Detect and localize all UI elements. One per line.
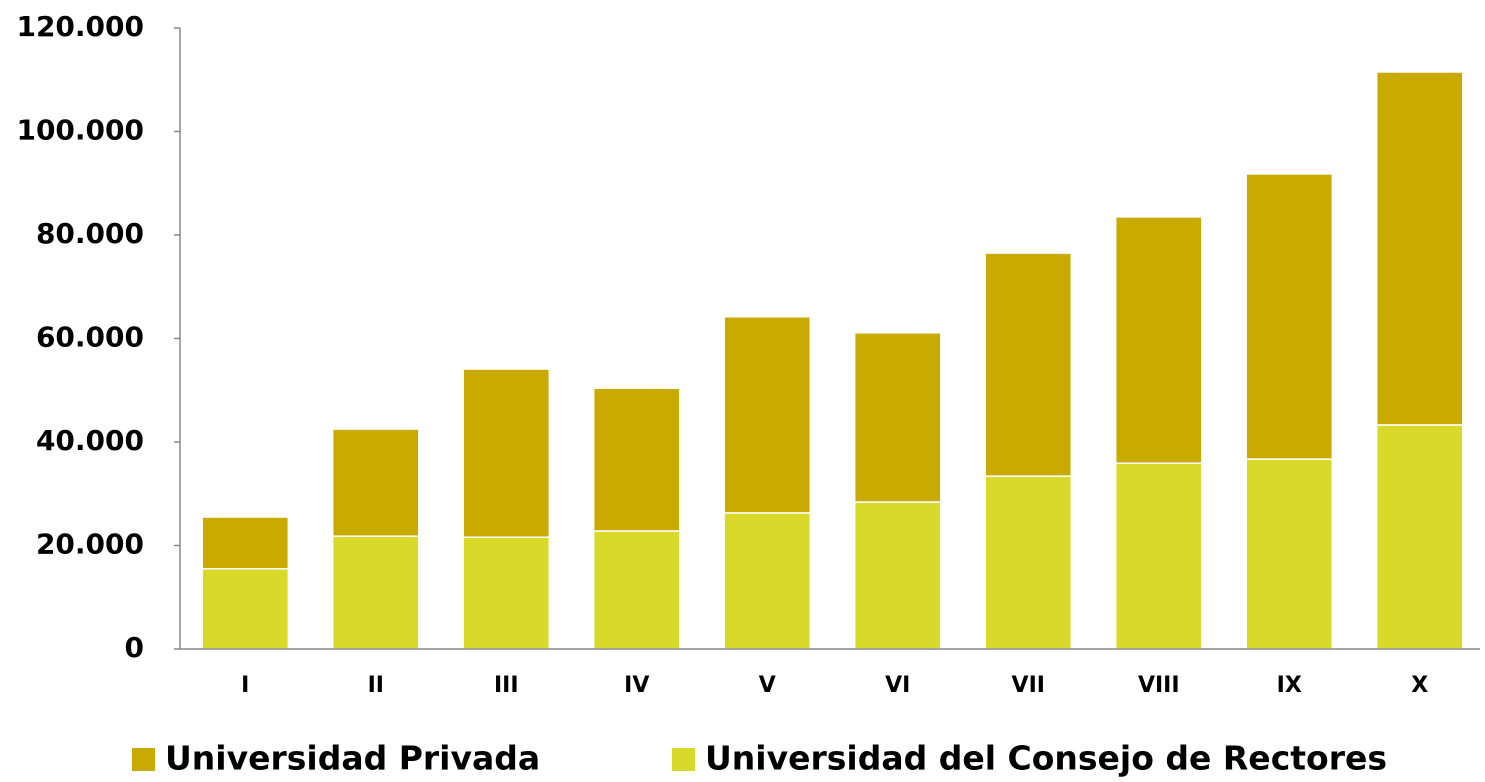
x-tick-label: III	[494, 673, 519, 698]
bar-segment	[201, 516, 290, 570]
y-tick-label: 40.000	[36, 424, 144, 457]
legend-label: Universidad Privada	[165, 739, 540, 778]
bar-segment	[984, 252, 1073, 477]
bar-segment	[723, 512, 812, 650]
x-tick-label: IX	[1277, 673, 1302, 698]
bar-segment	[723, 316, 812, 514]
bar-segment	[853, 332, 942, 503]
bar-segment	[331, 428, 420, 537]
y-tick-label: 100.000	[16, 114, 144, 147]
bar-segment	[1245, 173, 1334, 460]
legend-swatch	[132, 748, 155, 771]
legend-label: Universidad del Consejo de Rectores	[705, 739, 1387, 778]
x-tick-label: IV	[624, 673, 649, 698]
x-tick-label: I	[241, 673, 249, 698]
x-tick-label: II	[368, 673, 384, 698]
y-tick-label: 60.000	[36, 321, 144, 354]
y-tick-label: 120.000	[16, 10, 144, 43]
bar-segment	[462, 368, 551, 538]
bar-segment	[201, 568, 290, 650]
y-tick-label: 20.000	[36, 528, 144, 561]
x-tick-label: V	[759, 673, 776, 698]
x-tick-label: VIII	[1138, 673, 1180, 698]
x-tick-label: X	[1411, 673, 1428, 698]
bar-segment	[984, 475, 1073, 650]
bar-segment	[331, 535, 420, 650]
bar-segment	[592, 530, 681, 650]
bar-segment	[1375, 424, 1464, 650]
bar-segment	[462, 536, 551, 650]
bar-segment	[1114, 462, 1203, 650]
bar-segment	[853, 501, 942, 650]
bar-segment	[592, 387, 681, 532]
y-tick-label: 80.000	[36, 217, 144, 250]
x-tick-label: VI	[885, 673, 910, 698]
bar-segment	[1245, 458, 1334, 650]
legend-swatch	[672, 748, 695, 771]
x-tick-label: VII	[1012, 673, 1045, 698]
y-tick-label: 0	[125, 631, 144, 664]
bar-segment	[1375, 71, 1464, 426]
bar-segment	[1114, 216, 1203, 464]
